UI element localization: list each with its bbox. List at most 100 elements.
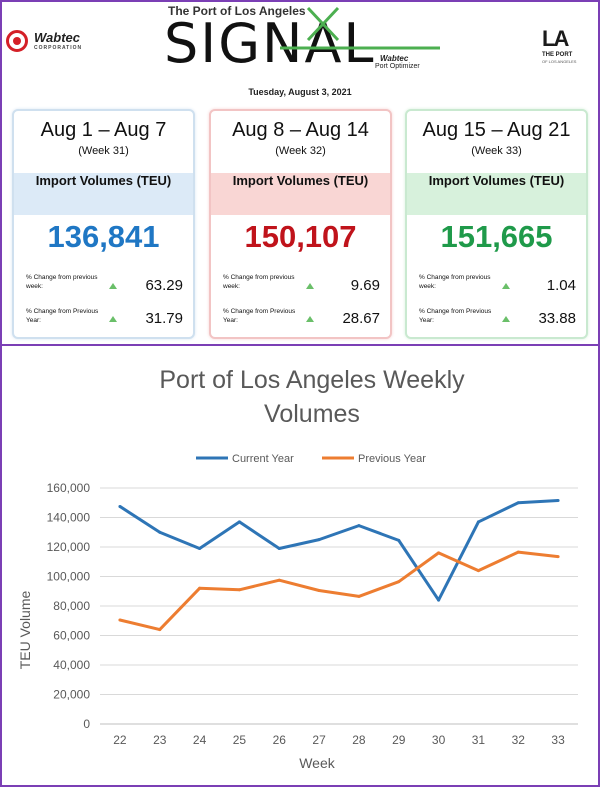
data-point xyxy=(198,546,202,550)
change-year-label: % Change from Previous Year: xyxy=(26,308,99,324)
chart-svg: Port of Los Angeles Weekly Volumes 0 20,0… xyxy=(17,366,578,771)
data-point xyxy=(476,520,480,524)
data-point xyxy=(516,550,520,554)
change-year-value: 33.88 xyxy=(538,310,576,327)
card-date-range: Aug 15 – Aug 21 xyxy=(422,119,571,141)
data-point xyxy=(317,538,321,542)
data-point xyxy=(556,499,560,503)
x-tick-label: 32 xyxy=(512,733,526,747)
y-tick-label: 80,000 xyxy=(53,599,90,613)
x-tick-label: 33 xyxy=(551,733,565,747)
wabtec-mark-icon xyxy=(6,30,28,52)
x-tick-label: 28 xyxy=(352,733,366,747)
change-year-value: 28.67 xyxy=(342,310,380,327)
y-axis-title: TEU Volume xyxy=(17,590,33,669)
signal-logo: The Port of Los Angeles SIGNAL Wabtec Po… xyxy=(150,2,450,80)
change-week-label: % Change from previous week: xyxy=(26,274,98,290)
y-tick-label: 100,000 xyxy=(47,570,91,584)
wabtec-logo-sub: CORPORATION xyxy=(34,45,83,51)
y-tick-label: 60,000 xyxy=(53,629,90,643)
data-point xyxy=(158,530,162,534)
la-text: THE PORT xyxy=(542,52,573,58)
data-point xyxy=(198,586,202,590)
x-tick-label: 29 xyxy=(392,733,406,747)
la-sub: OF LOS ANGELES xyxy=(542,59,577,64)
y-tick-label: 0 xyxy=(83,717,90,731)
data-point xyxy=(556,555,560,559)
card-week: (Week 33) xyxy=(471,145,522,157)
card-date-range: Aug 8 – Aug 14 xyxy=(232,119,369,141)
data-point xyxy=(397,580,401,584)
up-triangle-icon xyxy=(109,283,117,289)
port-optimizer-label: Port Optimizer xyxy=(375,63,420,70)
data-point xyxy=(357,524,361,528)
data-point xyxy=(118,504,122,508)
chart-title-line-1: Port of Los Angeles Weekly xyxy=(159,366,465,394)
week-card-32: Aug 8 – Aug 14 (Week 32) Import Volumes … xyxy=(209,109,392,339)
data-point xyxy=(277,578,281,582)
port-la-logo: LA THE PORT OF LOS ANGELES xyxy=(538,26,588,70)
card-import-volume: 150,107 xyxy=(244,219,357,254)
data-point xyxy=(516,501,520,505)
x-tick-label: 30 xyxy=(432,733,446,747)
x-tick-label: 23 xyxy=(153,733,167,747)
chart-title-line-2: Volumes xyxy=(264,400,360,428)
signal-x-mark-icon xyxy=(280,6,440,50)
card-week: (Week 32) xyxy=(275,145,326,157)
week-card-31: Aug 1 – Aug 7 (Week 31) Import Volumes (… xyxy=(12,109,195,339)
data-point xyxy=(237,520,241,524)
change-year-label: % Change from Previous Year: xyxy=(223,308,296,324)
data-point xyxy=(118,618,122,622)
change-week-label: % Change from previous week: xyxy=(419,274,491,290)
card-week: (Week 31) xyxy=(78,145,129,157)
card-import-volume: 136,841 xyxy=(47,219,160,254)
card-metric-label: Import Volumes (TEU) xyxy=(407,173,586,215)
change-year-value: 31.79 xyxy=(145,310,183,327)
section-divider xyxy=(0,344,600,346)
card-date-range: Aug 1 – Aug 7 xyxy=(40,119,167,141)
x-tick-label: 24 xyxy=(193,733,207,747)
card-metric-label: Import Volumes (TEU) xyxy=(14,173,193,215)
change-week-label: % Change from previous week: xyxy=(223,274,295,290)
y-tick-label: 140,000 xyxy=(47,511,91,525)
wabtec-small-label: Wabtec xyxy=(380,54,409,63)
la-mark: LA xyxy=(542,26,569,51)
weekly-volumes-chart: Port of Los Angeles Weekly Volumes 0 20,0… xyxy=(0,348,600,784)
report-date: Tuesday, August 3, 2021 xyxy=(248,87,352,97)
data-point xyxy=(277,546,281,550)
data-point xyxy=(158,628,162,632)
data-point xyxy=(317,589,321,593)
x-tick-label: 26 xyxy=(273,733,287,747)
week-card-33: Aug 15 – Aug 21 (Week 33) Import Volumes… xyxy=(405,109,588,339)
change-week-value: 1.04 xyxy=(546,277,576,294)
up-triangle-icon xyxy=(306,316,314,322)
series-line-1 xyxy=(119,550,559,632)
y-tick-label: 120,000 xyxy=(47,540,91,554)
up-triangle-icon xyxy=(502,283,510,289)
x-axis-title: Week xyxy=(299,755,336,771)
data-point xyxy=(357,594,361,598)
legend-label: Current Year xyxy=(232,453,294,465)
series-line-0 xyxy=(119,499,559,602)
change-week-value: 63.29 xyxy=(145,277,183,294)
signal-wordmark: SIGNAL xyxy=(164,12,376,75)
x-tick-label: 27 xyxy=(312,733,326,747)
up-triangle-icon xyxy=(109,316,117,322)
data-point xyxy=(476,569,480,573)
up-triangle-icon xyxy=(502,316,510,322)
change-week-value: 9.69 xyxy=(350,277,380,294)
y-tick-label: 160,000 xyxy=(47,481,91,495)
x-tick-label: 22 xyxy=(113,733,127,747)
port-of-la-label: The Port of Los Angeles xyxy=(168,4,306,18)
wabtec-logo-name: Wabtec xyxy=(34,30,80,45)
legend-label: Previous Year xyxy=(358,453,426,465)
wabtec-logo: Wabtec CORPORATION xyxy=(6,28,92,58)
x-tick-label: 25 xyxy=(233,733,247,747)
change-year-label: % Change from Previous Year: xyxy=(419,308,492,324)
data-point xyxy=(237,588,241,592)
x-tick-label: 31 xyxy=(472,733,486,747)
y-tick-label: 40,000 xyxy=(53,658,90,672)
card-import-volume: 151,665 xyxy=(440,219,553,254)
data-point xyxy=(437,551,441,555)
